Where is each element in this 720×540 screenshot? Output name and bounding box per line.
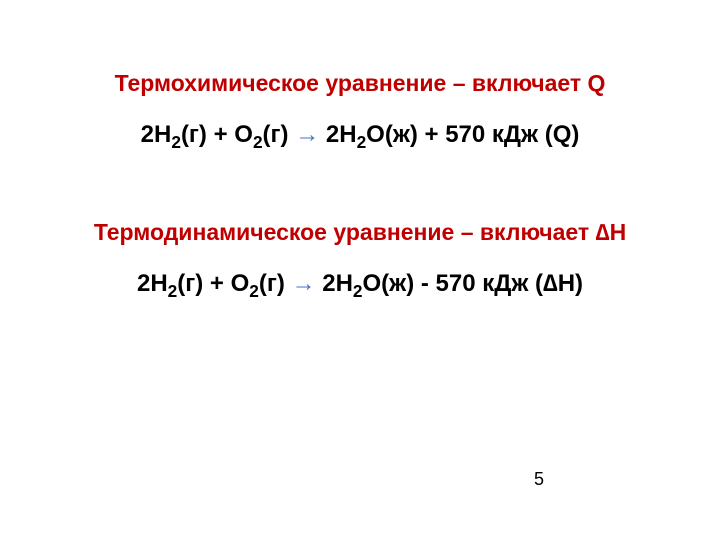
- page-number: 5: [534, 469, 544, 490]
- eq2-lhs1-state: (г) + O: [177, 270, 249, 297]
- heading-thermochemical: Термохимическое уравнение – включает Q: [50, 70, 670, 97]
- eq1-lhs1-sub: 2: [171, 132, 181, 152]
- eq1-rhs-post: O(ж) + 570 кДж (Q): [366, 121, 579, 148]
- eq1-rhs-pre: 2H: [319, 121, 356, 148]
- eq2-lhs2-sub: 2: [249, 281, 259, 301]
- equation-thermodynamic: 2H2(г) + O2(г) → 2H2O(ж) - 570 кДж (∆Н): [50, 270, 670, 298]
- section-thermochemical: Термохимическое уравнение – включает Q 2…: [50, 70, 670, 149]
- eq1-lhs2-state: (г): [263, 121, 296, 148]
- section-thermodynamic: Термодинамическое уравнение – включает ∆…: [50, 219, 670, 298]
- eq2-lhs1-sub: 2: [168, 281, 178, 301]
- arrow-icon: →: [295, 121, 319, 148]
- equation-thermochemical: 2H2(г) + O2(г) → 2H2O(ж) + 570 кДж (Q): [50, 121, 670, 149]
- eq1-lhs1-state: (г) + O: [181, 121, 253, 148]
- eq1-lhs2-sub: 2: [253, 132, 263, 152]
- eq2-lhs1: 2H: [137, 270, 168, 297]
- eq2-rhs-sub: 2: [353, 281, 363, 301]
- eq2-rhs-pre: 2H: [316, 270, 353, 297]
- eq1-rhs-sub: 2: [357, 132, 367, 152]
- slide: Термохимическое уравнение – включает Q 2…: [0, 0, 720, 540]
- arrow-icon: →: [292, 270, 316, 297]
- heading-thermodynamic: Термодинамическое уравнение – включает ∆…: [50, 219, 670, 246]
- eq1-lhs1: 2H: [141, 121, 172, 148]
- eq2-lhs2-state: (г): [259, 270, 292, 297]
- eq2-rhs-post: O(ж) - 570 кДж (∆Н): [363, 270, 584, 297]
